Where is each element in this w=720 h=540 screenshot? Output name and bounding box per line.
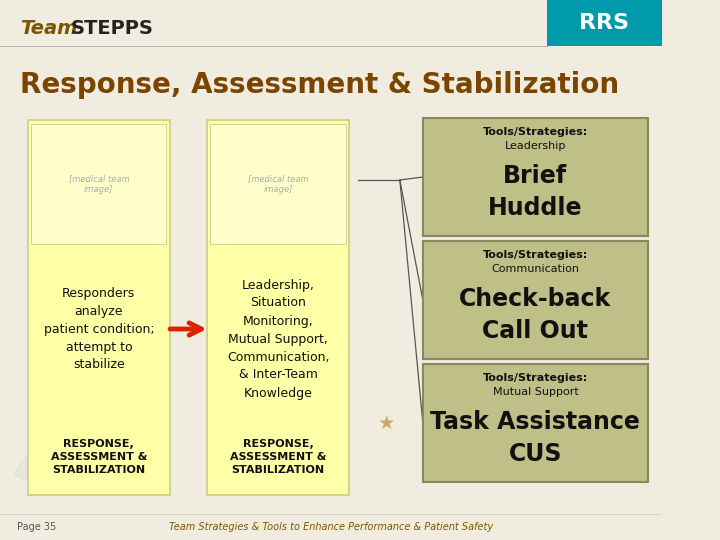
Text: Task Assistance: Task Assistance <box>431 410 640 434</box>
FancyBboxPatch shape <box>27 120 170 495</box>
Wedge shape <box>14 448 87 490</box>
Text: Team Strategies & Tools to Enhance Performance & Patient Safety: Team Strategies & Tools to Enhance Perfo… <box>169 522 493 532</box>
Text: ★: ★ <box>377 414 395 433</box>
Text: Communication: Communication <box>492 264 580 274</box>
Text: Leadership,
Situation
Monitoring,
Mutual Support,
Communication,
& Inter-Team
Kn: Leadership, Situation Monitoring, Mutual… <box>227 279 329 400</box>
Text: Mutual Support: Mutual Support <box>492 387 578 397</box>
FancyBboxPatch shape <box>423 118 648 236</box>
Text: Leadership: Leadership <box>505 141 566 151</box>
Text: Call Out: Call Out <box>482 319 588 343</box>
FancyBboxPatch shape <box>423 364 648 482</box>
Text: RRS: RRS <box>579 13 629 33</box>
Text: Tools/Strategies:: Tools/Strategies: <box>483 373 588 383</box>
FancyBboxPatch shape <box>423 241 648 359</box>
FancyBboxPatch shape <box>210 124 346 244</box>
Text: [medical team
image]: [medical team image] <box>68 174 129 194</box>
Text: Huddle: Huddle <box>488 196 582 220</box>
Text: Team: Team <box>20 18 78 37</box>
Text: CUS: CUS <box>509 442 562 466</box>
Text: Page 35: Page 35 <box>17 522 55 532</box>
Text: Response, Assessment & Stabilization: Response, Assessment & Stabilization <box>20 71 619 99</box>
Text: STEPPS: STEPPS <box>71 18 153 37</box>
Text: Check-back: Check-back <box>459 287 611 311</box>
FancyBboxPatch shape <box>547 0 662 46</box>
Text: [medical team
image]: [medical team image] <box>248 174 308 194</box>
FancyBboxPatch shape <box>207 120 349 495</box>
Text: Tools/Strategies:: Tools/Strategies: <box>483 250 588 260</box>
Text: Responders
analyze
patient condition;
attempt to
stabilize: Responders analyze patient condition; at… <box>43 287 154 372</box>
Text: Tools/Strategies:: Tools/Strategies: <box>483 127 588 137</box>
Text: RESPONSE,
ASSESSMENT &
STABILIZATION: RESPONSE, ASSESSMENT & STABILIZATION <box>230 439 326 475</box>
Text: RESPONSE,
ASSESSMENT &
STABILIZATION: RESPONSE, ASSESSMENT & STABILIZATION <box>50 439 147 475</box>
Text: Brief: Brief <box>503 164 567 188</box>
FancyBboxPatch shape <box>31 124 166 244</box>
